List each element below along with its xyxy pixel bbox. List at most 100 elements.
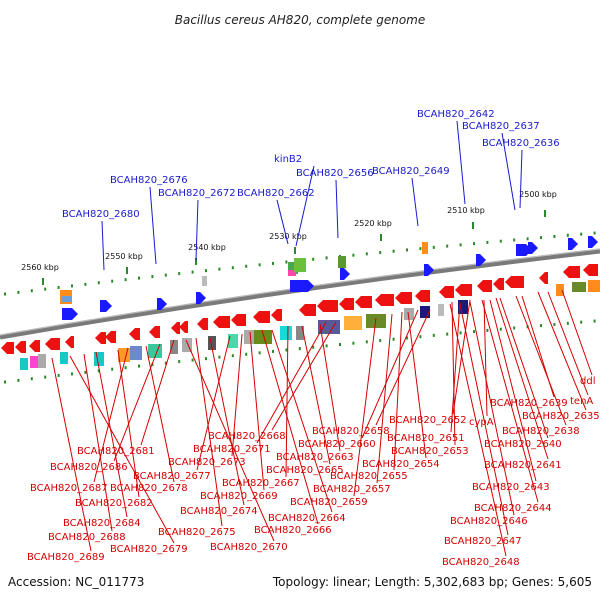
ruler-dot [71, 284, 73, 288]
ruler-dot [30, 289, 33, 293]
lower-dot [312, 345, 315, 349]
ruler-dot [580, 232, 583, 236]
ruler-dot [231, 266, 234, 270]
ruler-dot [151, 275, 154, 279]
ruler-dot [84, 282, 87, 286]
ruler-dot [111, 279, 114, 283]
ruler-dot [540, 236, 542, 240]
lower-dot [57, 374, 60, 378]
lower-gene-label: BCAH820_2657 [313, 484, 391, 495]
forward-gene-arrow [157, 298, 167, 310]
lower-gene-label: BCAH820_2679 [110, 544, 188, 555]
lower-leader-line [489, 299, 537, 482]
feature-box [404, 308, 414, 320]
lower-dot [540, 324, 542, 328]
major-tick [472, 222, 474, 229]
reverse-gene-arrow [477, 280, 492, 292]
lower-dot [191, 358, 194, 362]
lower-dot [419, 335, 422, 339]
lower-dot [298, 347, 301, 351]
feature-box [288, 262, 298, 274]
ruler-dot [218, 267, 221, 271]
lower-leader-line [301, 325, 331, 465]
reverse-gene-arrow [505, 276, 524, 288]
lower-dot [178, 360, 181, 364]
lower-dot [205, 357, 207, 361]
ruler-dot [4, 292, 6, 296]
reverse-gene-arrow [213, 316, 230, 328]
topology-summary: Topology: linear; Length: 5,302,683 bp; … [272, 575, 592, 589]
lower-gene-label: cypA [469, 417, 494, 428]
reverse-gene-arrow [317, 300, 338, 312]
lower-gene-label: BCAH820_2666 [254, 525, 332, 536]
lower-gene-label: ddl [580, 376, 595, 387]
kbp-label: 2510 kbp [447, 206, 485, 215]
lower-leader-line [547, 291, 589, 396]
feature-box [318, 320, 340, 334]
lower-gene-label: BCAH820_2688 [48, 532, 126, 543]
forward-genes [62, 236, 598, 320]
major-tick [380, 234, 382, 241]
lower-dot [459, 331, 462, 335]
lower-leader-line [499, 297, 549, 439]
lower-leader-line [209, 337, 245, 506]
lower-leader-line [285, 325, 289, 478]
reverse-gene-arrow [493, 278, 504, 290]
ruler-dot [17, 290, 20, 294]
lower-dot [379, 339, 382, 343]
lower-dot [124, 366, 127, 370]
upper-gene-label: BCAH820_2642 [417, 109, 495, 120]
lower-leader-line [231, 333, 243, 457]
lower-gene-label: BCAH820_2664 [268, 513, 346, 524]
lower-gene-label: BCAH820_2675 [158, 527, 236, 538]
ruler-dot [513, 238, 516, 242]
lower-gene-label: BCAH820_2654 [362, 459, 440, 470]
forward-gene-arrow [340, 268, 350, 280]
upper-leader-line [456, 120, 466, 205]
lower-gene-label: BCAH820_2673 [168, 457, 246, 468]
lower-dot [513, 326, 516, 330]
lower-leader-line [145, 345, 175, 483]
lower-leader-line [271, 329, 333, 513]
ruler-dot [446, 244, 449, 248]
lower-gene-label: BCAH820_2686 [50, 462, 128, 473]
upper-leader-line [195, 199, 199, 261]
lower-gene-label: BCAH820_2635 [522, 411, 600, 422]
ruler-dot [138, 276, 140, 280]
reverse-gene-arrow [395, 292, 412, 304]
lower-dot [553, 322, 556, 326]
ruler-dot [406, 248, 408, 252]
kbp-label: 2520 kbp [354, 219, 392, 228]
lower-leader-line [483, 299, 488, 417]
lower-leader-line [113, 343, 161, 462]
lower-gene-label: BCAH820_2687 [30, 483, 108, 494]
reverse-genes [1, 264, 598, 354]
forward-gene-arrow [196, 292, 206, 304]
reverse-gene-arrow [253, 311, 270, 323]
kbp-label: 2530 kbp [269, 232, 307, 241]
lower-gene-label: BCAH820_2667 [222, 478, 300, 489]
reverse-gene-arrow [539, 272, 548, 284]
upper-gene-label: BCAH820_2662 [237, 188, 315, 199]
kbp-label: 2540 kbp [188, 243, 226, 252]
feature-box [62, 296, 72, 302]
forward-gene-arrow [62, 308, 78, 320]
lower-dot [111, 367, 114, 371]
lower-gene-label: BCAH820_2663 [276, 452, 354, 463]
feature-box [556, 284, 564, 296]
forward-gene-arrow [528, 242, 538, 254]
reverse-gene-arrow [15, 341, 26, 353]
feature-box [208, 336, 216, 350]
lower-leader-line [51, 357, 92, 552]
upper-gene-label: BCAH820_2649 [372, 166, 450, 177]
ruler-dot [486, 240, 489, 244]
reverse-gene-arrow [375, 294, 394, 306]
feature-boxes [20, 242, 600, 370]
lower-leader-line [361, 309, 419, 439]
lower-gene-label: BCAH820_2641 [484, 460, 562, 471]
lower-dot [593, 319, 596, 323]
lower-leader-line [450, 301, 461, 433]
lower-dot [164, 361, 167, 365]
lower-gene-label: BCAH820_2681 [77, 446, 155, 457]
lower-leader-line [561, 289, 593, 376]
